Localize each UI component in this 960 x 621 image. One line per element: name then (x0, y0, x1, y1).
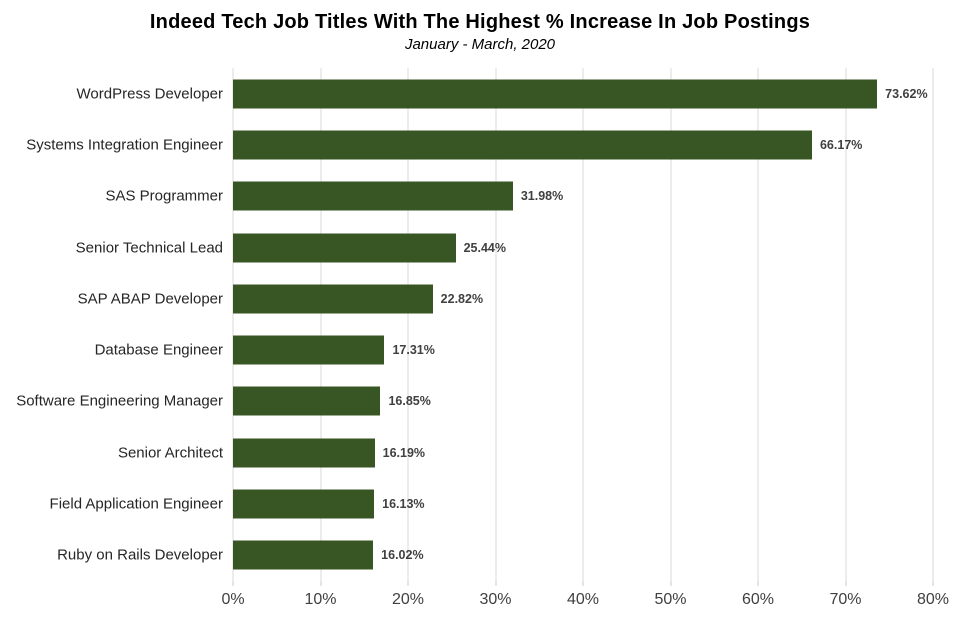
bar (233, 540, 374, 570)
x-axis-tick-label: 20% (391, 591, 425, 608)
x-axis-tick-label: 80% (916, 591, 950, 608)
category-label: Systems Integration Engineer (26, 136, 223, 154)
x-axis-tick (232, 581, 234, 586)
bar (233, 386, 381, 416)
gridline (495, 68, 496, 581)
x-axis-tick-label: 0% (221, 591, 245, 608)
x-axis-tick-label: 30% (479, 591, 512, 608)
bar (233, 181, 513, 211)
bar-row: Software Engineering Manager 16.85% (16, 376, 933, 427)
bar (233, 130, 812, 160)
bar (233, 79, 878, 109)
gridline (670, 68, 671, 581)
value-label: 22.82% (440, 291, 484, 306)
category-label: Ruby on Rails Developer (57, 546, 223, 564)
category-label: Software Engineering Manager (16, 392, 223, 410)
gridline (845, 68, 846, 581)
x-axis-tick (670, 581, 671, 586)
chart-subtitle: January - March, 2020 (404, 36, 556, 53)
bar (233, 438, 375, 468)
category-label: WordPress Developer (76, 85, 223, 103)
x-axis-tick-label: 60% (741, 591, 775, 608)
plot-area: WordPress Developer 73.62% Systems Integra… (16, 68, 934, 581)
bar-row: Senior Architect 16.19% (118, 427, 933, 478)
gridline-layer (232, 68, 934, 581)
category-label: Database Engineer (94, 341, 223, 359)
bar-row: WordPress Developer 73.62% (77, 68, 933, 119)
value-label: 16.02% (381, 548, 424, 563)
gridline (582, 68, 584, 581)
value-label: 16.85% (388, 394, 431, 409)
bars-layer: WordPress Developer 73.62% Systems Integra… (16, 68, 933, 581)
x-axis-tick (582, 581, 584, 586)
x-axis-tick (407, 581, 409, 586)
gridline (232, 68, 234, 581)
bar (233, 284, 433, 314)
value-label: 17.31% (392, 343, 435, 358)
bar-row: Senior Technical Lead 25.44% (76, 222, 933, 273)
value-label: 31.98% (520, 189, 564, 204)
gridline (932, 68, 934, 581)
bar-row: Ruby on Rails Developer 16.02% (57, 530, 933, 581)
bar-row: Field Application Engineer 16.13% (50, 478, 933, 529)
x-axis-tick (845, 581, 846, 586)
bar (233, 233, 456, 263)
gridline (320, 68, 321, 581)
value-label: 16.13% (382, 497, 425, 512)
x-axis-tick (932, 581, 934, 586)
bar-row: SAS Programmer 31.98% (105, 171, 933, 222)
x-axis-tick (320, 581, 321, 586)
bar-row: SAP ABAP Developer 22.82% (78, 273, 933, 324)
category-label: SAS Programmer (105, 187, 223, 205)
x-axis-tick-label: 70% (829, 591, 862, 608)
category-label: Senior Architect (117, 444, 223, 462)
x-axis-tick-label: 10% (304, 591, 337, 608)
x-axis-tick (495, 581, 496, 586)
bar (233, 335, 385, 365)
category-label: Field Application Engineer (49, 495, 223, 513)
x-axis: 0% 10% 20% 30% 40% 50% 60% 70% 80% (221, 581, 949, 619)
value-label: 66.17% (819, 137, 863, 152)
gridline (757, 68, 759, 581)
value-label: 25.44% (463, 240, 506, 255)
bar-row: Database Engineer 17.31% (95, 324, 933, 375)
x-axis-tick-label: 40% (566, 591, 600, 608)
gridline (407, 68, 409, 581)
value-label: 73.62% (885, 86, 928, 101)
chart-title: Indeed Tech Job Titles With The Highest … (149, 11, 811, 33)
value-label: 16.19% (382, 445, 426, 460)
x-axis-tick-label: 50% (654, 591, 687, 608)
category-label: SAP ABAP Developer (77, 290, 223, 308)
x-axis-tick (757, 581, 759, 586)
bar (233, 489, 375, 519)
category-label: Senior Technical Lead (75, 239, 223, 257)
bar-row: Systems Integration Engineer 66.17% (26, 119, 933, 170)
